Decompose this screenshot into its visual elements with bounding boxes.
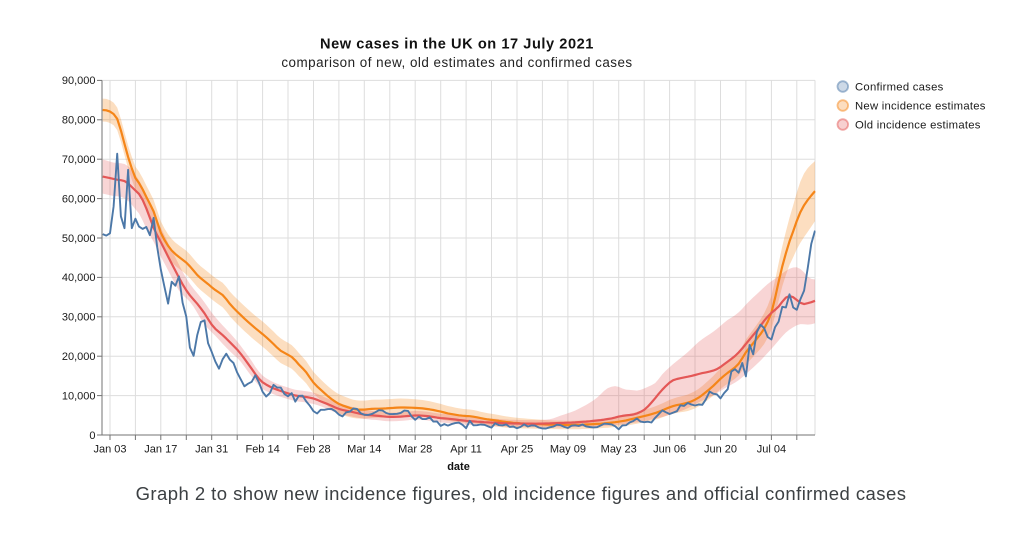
svg-text:Mar 28: Mar 28 (398, 444, 432, 456)
svg-text:Old incidence estimates: Old incidence estimates (855, 120, 981, 132)
svg-text:Feb 28: Feb 28 (296, 444, 330, 456)
svg-text:New cases in the UK on 17 July: New cases in the UK on 17 July 2021 (320, 37, 594, 53)
svg-text:50,000: 50,000 (62, 233, 96, 245)
svg-text:May 09: May 09 (550, 444, 586, 456)
svg-text:70,000: 70,000 (62, 154, 96, 166)
svg-text:May 23: May 23 (601, 444, 637, 456)
svg-text:comparison of new, old estimat: comparison of new, old estimates and con… (281, 55, 632, 70)
svg-text:Jan 17: Jan 17 (144, 444, 177, 456)
svg-text:Mar 14: Mar 14 (347, 444, 381, 456)
svg-text:Feb 14: Feb 14 (245, 444, 279, 456)
svg-text:80,000: 80,000 (62, 115, 96, 127)
svg-text:Jul 04: Jul 04 (757, 444, 786, 456)
svg-text:Apr 11: Apr 11 (450, 444, 482, 456)
svg-text:Graph 2 to show new incidence: Graph 2 to show new incidence figures, o… (136, 483, 907, 504)
svg-text:Apr 25: Apr 25 (501, 444, 533, 456)
svg-text:Jun 06: Jun 06 (653, 444, 686, 456)
svg-text:60,000: 60,000 (62, 193, 96, 205)
svg-text:New incidence estimates: New incidence estimates (855, 101, 986, 113)
svg-text:10,000: 10,000 (62, 390, 96, 402)
svg-text:Jan 31: Jan 31 (195, 444, 228, 456)
svg-text:date: date (447, 461, 470, 473)
svg-text:Jun 20: Jun 20 (704, 444, 737, 456)
svg-text:20,000: 20,000 (62, 351, 96, 363)
svg-text:90,000: 90,000 (62, 75, 96, 87)
svg-text:Jan 03: Jan 03 (93, 444, 126, 456)
svg-text:Confirmed cases: Confirmed cases (855, 82, 944, 94)
svg-text:0: 0 (89, 430, 95, 442)
svg-text:30,000: 30,000 (62, 312, 96, 324)
svg-text:40,000: 40,000 (62, 272, 96, 284)
